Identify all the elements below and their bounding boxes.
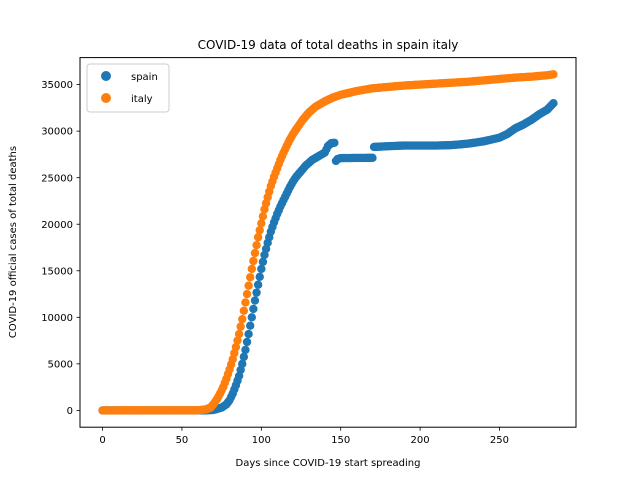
- data-point: [241, 345, 250, 355]
- data-point: [549, 70, 558, 79]
- data-point: [247, 313, 256, 322]
- y-tick-label: 30000: [41, 127, 73, 138]
- plot-frame: [79, 57, 577, 428]
- y-tick-label: 10000: [41, 313, 73, 324]
- data-point: [244, 281, 253, 290]
- data-point: [249, 256, 258, 266]
- data-point: [239, 352, 249, 362]
- data-point: [233, 336, 242, 345]
- y-axis-label: COVID-19 official cases of total deaths: [8, 146, 19, 338]
- data-point: [368, 153, 377, 163]
- x-tick-label: 200: [411, 435, 430, 446]
- y-axis: 0 5000 10000 15000 20000 25000 30000 35000: [41, 80, 80, 417]
- legend: spain italy: [86, 63, 170, 113]
- data-point: [241, 298, 250, 307]
- chart-title: COVID-19 data of total deaths in spain i…: [198, 38, 459, 52]
- series-italy: [98, 70, 558, 415]
- data-point: [242, 337, 252, 347]
- data-point: [549, 99, 558, 108]
- data-point: [330, 138, 339, 147]
- data-point: [250, 248, 260, 258]
- data-point: [242, 289, 252, 299]
- data-point: [255, 272, 264, 282]
- x-tick-label: 100: [252, 435, 271, 446]
- plot-area: [80, 57, 576, 428]
- data-point: [238, 314, 247, 324]
- data-point: [231, 342, 241, 352]
- x-tick-label: 50: [176, 435, 189, 446]
- y-tick-label: 15000: [41, 266, 73, 277]
- legend-marker-italy: [101, 93, 111, 103]
- data-point: [257, 264, 266, 274]
- data-point: [246, 273, 255, 282]
- x-tick-label: 250: [490, 435, 509, 446]
- y-tick-label: 5000: [48, 359, 73, 370]
- data-point: [247, 264, 256, 274]
- y-tick-label: 25000: [41, 173, 73, 184]
- y-tick-label: 0: [67, 406, 73, 417]
- x-axis: 0 50 100 150 200 250: [99, 427, 509, 446]
- legend-marker-spain: [101, 71, 111, 81]
- data-point: [250, 296, 260, 305]
- data-point: [252, 288, 261, 297]
- legend-label-spain: spain: [131, 72, 158, 83]
- y-tick-label: 35000: [41, 80, 73, 91]
- legend-label-italy: italy: [131, 94, 153, 105]
- data-point: [238, 359, 247, 369]
- data-point: [253, 233, 263, 242]
- points-layer: [98, 70, 558, 415]
- data-point: [253, 280, 263, 289]
- x-tick-label: 150: [331, 435, 350, 446]
- data-point: [244, 329, 253, 339]
- x-axis-label: Days since COVID-19 start spreading: [236, 458, 421, 469]
- data-point: [246, 321, 255, 330]
- data-point: [252, 240, 261, 250]
- y-tick-label: 20000: [41, 220, 73, 231]
- data-point: [258, 257, 268, 267]
- x-tick-label: 0: [99, 435, 105, 446]
- data-point: [258, 212, 268, 221]
- data-point: [236, 322, 245, 331]
- data-point: [255, 226, 264, 235]
- data-point: [257, 219, 266, 228]
- data-point: [234, 329, 244, 339]
- data-point: [249, 304, 258, 314]
- data-point: [239, 306, 249, 315]
